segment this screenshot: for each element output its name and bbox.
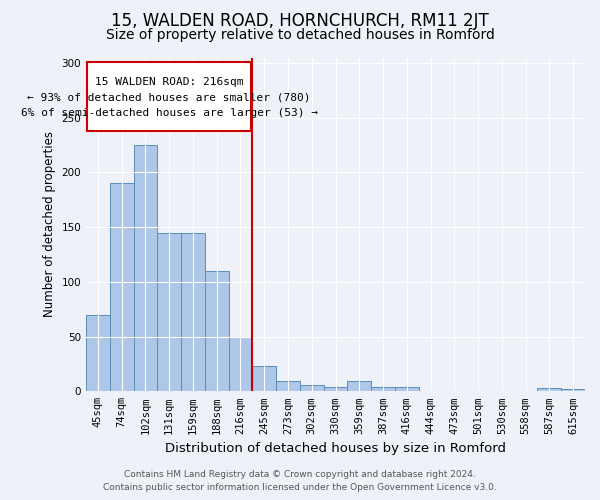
Text: 15 WALDEN ROAD: 216sqm: 15 WALDEN ROAD: 216sqm <box>95 77 244 87</box>
Text: Contains HM Land Registry data © Crown copyright and database right 2024.
Contai: Contains HM Land Registry data © Crown c… <box>103 470 497 492</box>
Bar <box>300 384 323 392</box>
Bar <box>395 387 419 392</box>
Text: 15, WALDEN ROAD, HORNCHURCH, RM11 2JT: 15, WALDEN ROAD, HORNCHURCH, RM11 2JT <box>111 12 489 30</box>
Bar <box>371 387 395 392</box>
Bar <box>134 145 157 392</box>
Bar <box>86 314 110 392</box>
Bar <box>561 389 585 392</box>
Bar <box>347 382 371 392</box>
Bar <box>87 62 251 131</box>
Text: Size of property relative to detached houses in Romford: Size of property relative to detached ho… <box>106 28 494 42</box>
Bar <box>323 387 347 392</box>
Bar <box>538 388 561 392</box>
Bar <box>181 232 205 392</box>
Bar <box>276 382 300 392</box>
Text: ← 93% of detached houses are smaller (780): ← 93% of detached houses are smaller (78… <box>28 92 311 102</box>
Bar <box>205 271 229 392</box>
Y-axis label: Number of detached properties: Number of detached properties <box>43 132 56 318</box>
Bar <box>157 232 181 392</box>
Bar <box>110 184 134 392</box>
Text: 6% of semi-detached houses are larger (53) →: 6% of semi-detached houses are larger (5… <box>20 108 317 118</box>
Bar <box>229 336 253 392</box>
Bar <box>253 366 276 392</box>
X-axis label: Distribution of detached houses by size in Romford: Distribution of detached houses by size … <box>165 442 506 455</box>
